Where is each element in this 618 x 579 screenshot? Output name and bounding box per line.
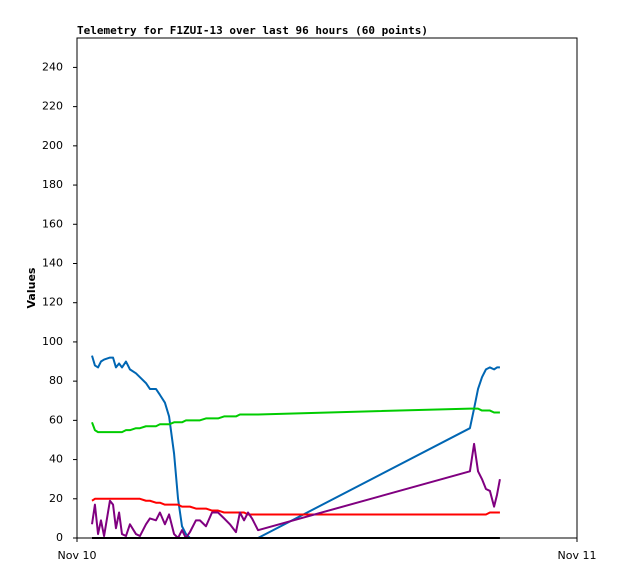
series-line <box>91 355 500 539</box>
series-line <box>91 407 500 434</box>
series-line <box>91 442 501 539</box>
x-tick-label: Nov 11 <box>558 549 597 562</box>
y-tick-label: 40 <box>49 453 63 466</box>
plot-frame <box>76 37 578 539</box>
y-axis-label: Values <box>25 267 38 308</box>
y-tick-label: 180 <box>42 178 63 191</box>
y-tick-label: 60 <box>49 413 63 426</box>
y-tick-label: 140 <box>42 256 63 269</box>
y-tick-label: 120 <box>42 296 63 309</box>
y-tick-label: 220 <box>42 100 63 113</box>
y-tick-label: 0 <box>56 531 63 544</box>
x-tick-label: Nov 10 <box>58 549 97 562</box>
y-tick-label: 160 <box>42 217 63 230</box>
chart-title: Telemetry for F1ZUI-13 over last 96 hour… <box>77 24 428 37</box>
y-tick-label: 100 <box>42 335 63 348</box>
y-tick-label: 20 <box>49 492 63 505</box>
y-tick-label: 200 <box>42 139 63 152</box>
y-tick-label: 80 <box>49 374 63 387</box>
series-line <box>91 497 500 516</box>
y-tick-label: 240 <box>42 60 63 73</box>
